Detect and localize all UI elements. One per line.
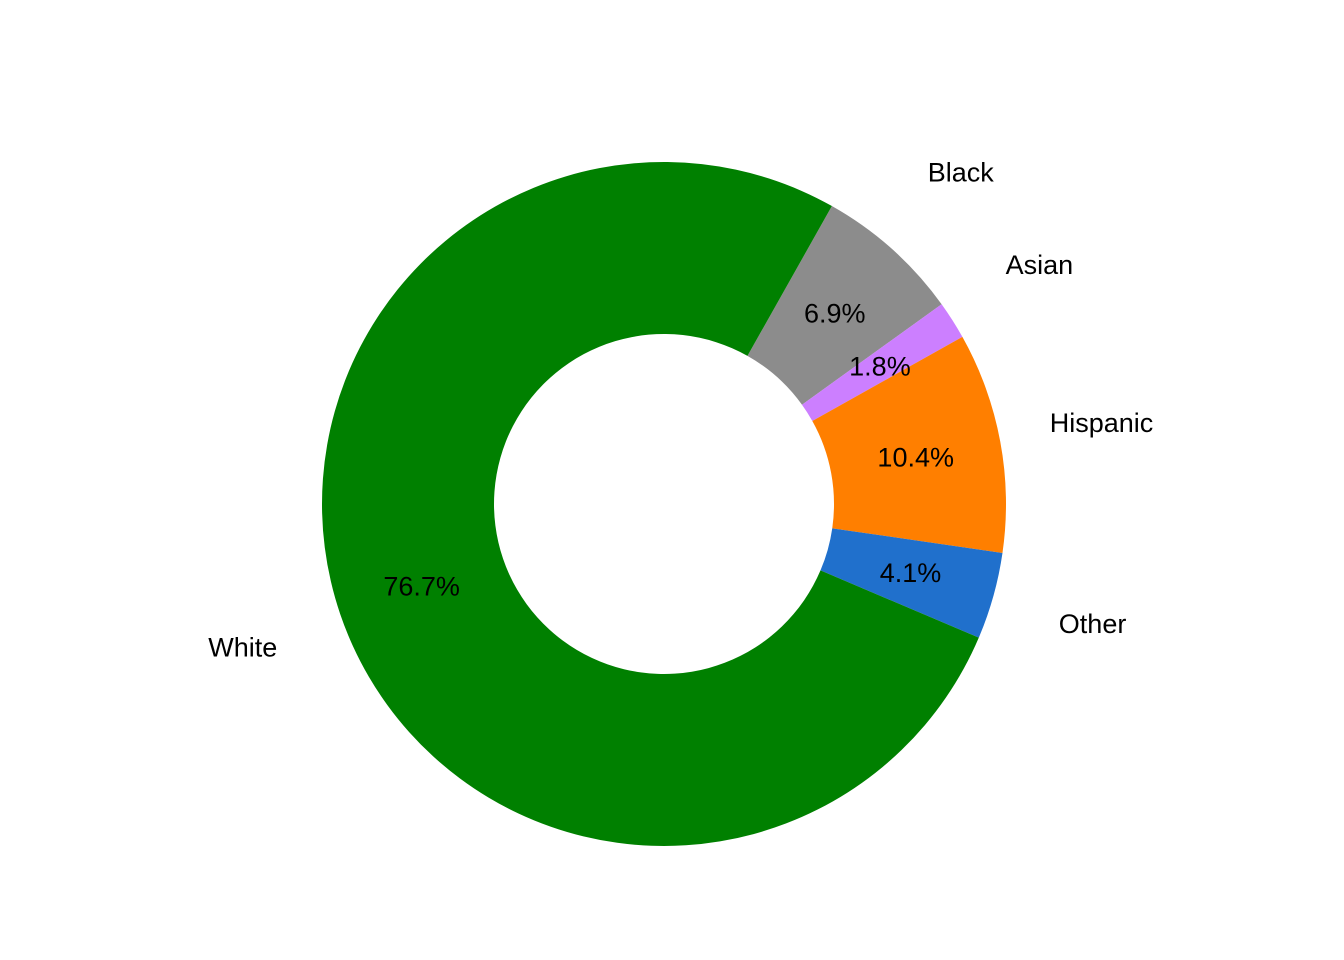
- percent-label-white: 76.7%: [383, 571, 460, 601]
- percent-label-black: 6.9%: [804, 298, 866, 328]
- slice-white: [321, 161, 979, 846]
- percent-labels-layer: 6.9% 1.8% 10.4% 4.1% 76.7%: [383, 298, 954, 601]
- percent-label-other: 4.1%: [880, 558, 942, 588]
- category-label-hispanic: Hispanic: [1050, 408, 1154, 438]
- slices-layer: [321, 161, 1007, 846]
- category-label-other: Other: [1059, 609, 1127, 639]
- slice-asian: [801, 304, 963, 421]
- category-labels-layer: Black Asian Hispanic Other White: [208, 157, 1153, 662]
- percent-label-asian: 1.8%: [849, 351, 911, 381]
- slice-black: [747, 206, 942, 405]
- category-label-black: Black: [928, 157, 995, 187]
- category-label-asian: Asian: [1006, 250, 1074, 280]
- category-label-white: White: [208, 632, 277, 662]
- slice-other: [820, 528, 1003, 638]
- slice-hispanic: [812, 336, 1007, 553]
- percent-label-hispanic: 10.4%: [877, 442, 954, 472]
